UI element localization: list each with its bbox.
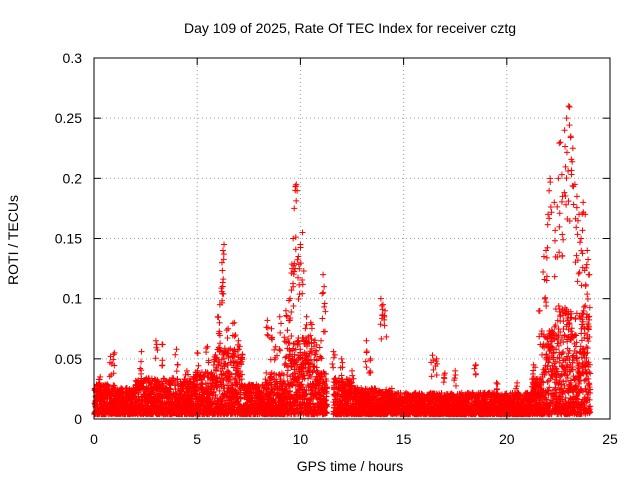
data-point	[216, 387, 223, 394]
data-point	[237, 395, 244, 402]
data-point	[235, 346, 242, 353]
data-point	[281, 338, 288, 345]
data-point	[210, 388, 217, 395]
chart-title: Day 109 of 2025, Rate Of TEC Index for r…	[184, 20, 516, 36]
data-point	[231, 353, 238, 360]
data-point	[212, 351, 219, 358]
data-point	[220, 381, 227, 388]
data-point	[198, 377, 205, 384]
data-point	[213, 365, 220, 372]
data-point	[213, 384, 220, 391]
data-point	[263, 369, 270, 376]
data-point	[237, 368, 244, 375]
data-point	[231, 376, 238, 383]
data-point	[239, 371, 246, 378]
data-point	[200, 372, 207, 379]
data-point	[104, 381, 111, 388]
data-point	[234, 363, 241, 370]
data-point	[288, 332, 295, 339]
data-point	[265, 382, 272, 389]
data-point	[219, 375, 226, 382]
data-point	[193, 387, 200, 394]
data-point	[155, 379, 162, 386]
data-point	[284, 371, 291, 378]
data-point	[214, 374, 221, 381]
data-point	[216, 359, 223, 366]
data-point	[105, 383, 112, 390]
data-point	[285, 336, 292, 343]
data-point	[201, 373, 208, 380]
data-point	[224, 362, 231, 369]
data-point	[221, 355, 228, 362]
data-point	[170, 377, 177, 384]
data-point	[193, 381, 200, 388]
data-point	[268, 386, 275, 393]
data-point	[228, 371, 235, 378]
scatter-points	[91, 103, 594, 418]
data-point	[283, 362, 290, 369]
data-point	[174, 375, 181, 382]
data-point	[208, 371, 215, 378]
data-point	[282, 354, 289, 361]
data-point	[216, 348, 223, 355]
data-point	[262, 376, 269, 383]
data-point	[212, 391, 219, 398]
data-point	[282, 380, 289, 387]
data-point	[213, 354, 220, 361]
